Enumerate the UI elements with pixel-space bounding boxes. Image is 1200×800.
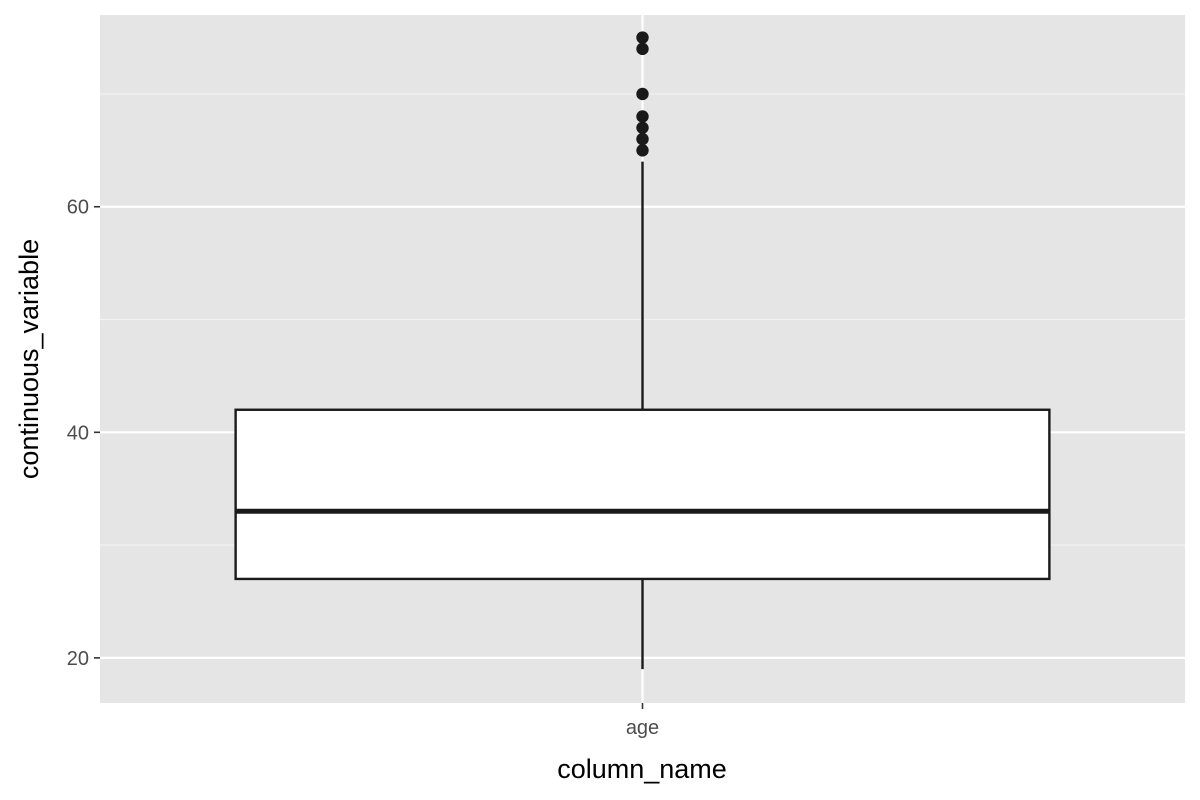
outlier-point (636, 87, 649, 101)
y-tick-label: 20 (67, 648, 89, 670)
y-tick-label: 40 (67, 422, 89, 444)
outlier-point (636, 132, 649, 146)
outlier-point (636, 144, 649, 157)
x-axis-title: column_name (557, 754, 727, 784)
outlier-point (636, 42, 649, 56)
outlier-point (636, 31, 649, 44)
x-tick-label: age (626, 717, 659, 739)
x-axis: age (626, 703, 659, 739)
y-axis-title: continuous_variable (14, 239, 44, 479)
outlier-point (636, 121, 649, 134)
y-axis: 20 40 60 (67, 197, 100, 670)
box-group-age (234, 31, 1051, 670)
outlier-point (636, 110, 649, 123)
y-tick-label: 60 (67, 197, 89, 219)
box-iqr (234, 408, 1051, 581)
box-layer (234, 31, 1051, 670)
